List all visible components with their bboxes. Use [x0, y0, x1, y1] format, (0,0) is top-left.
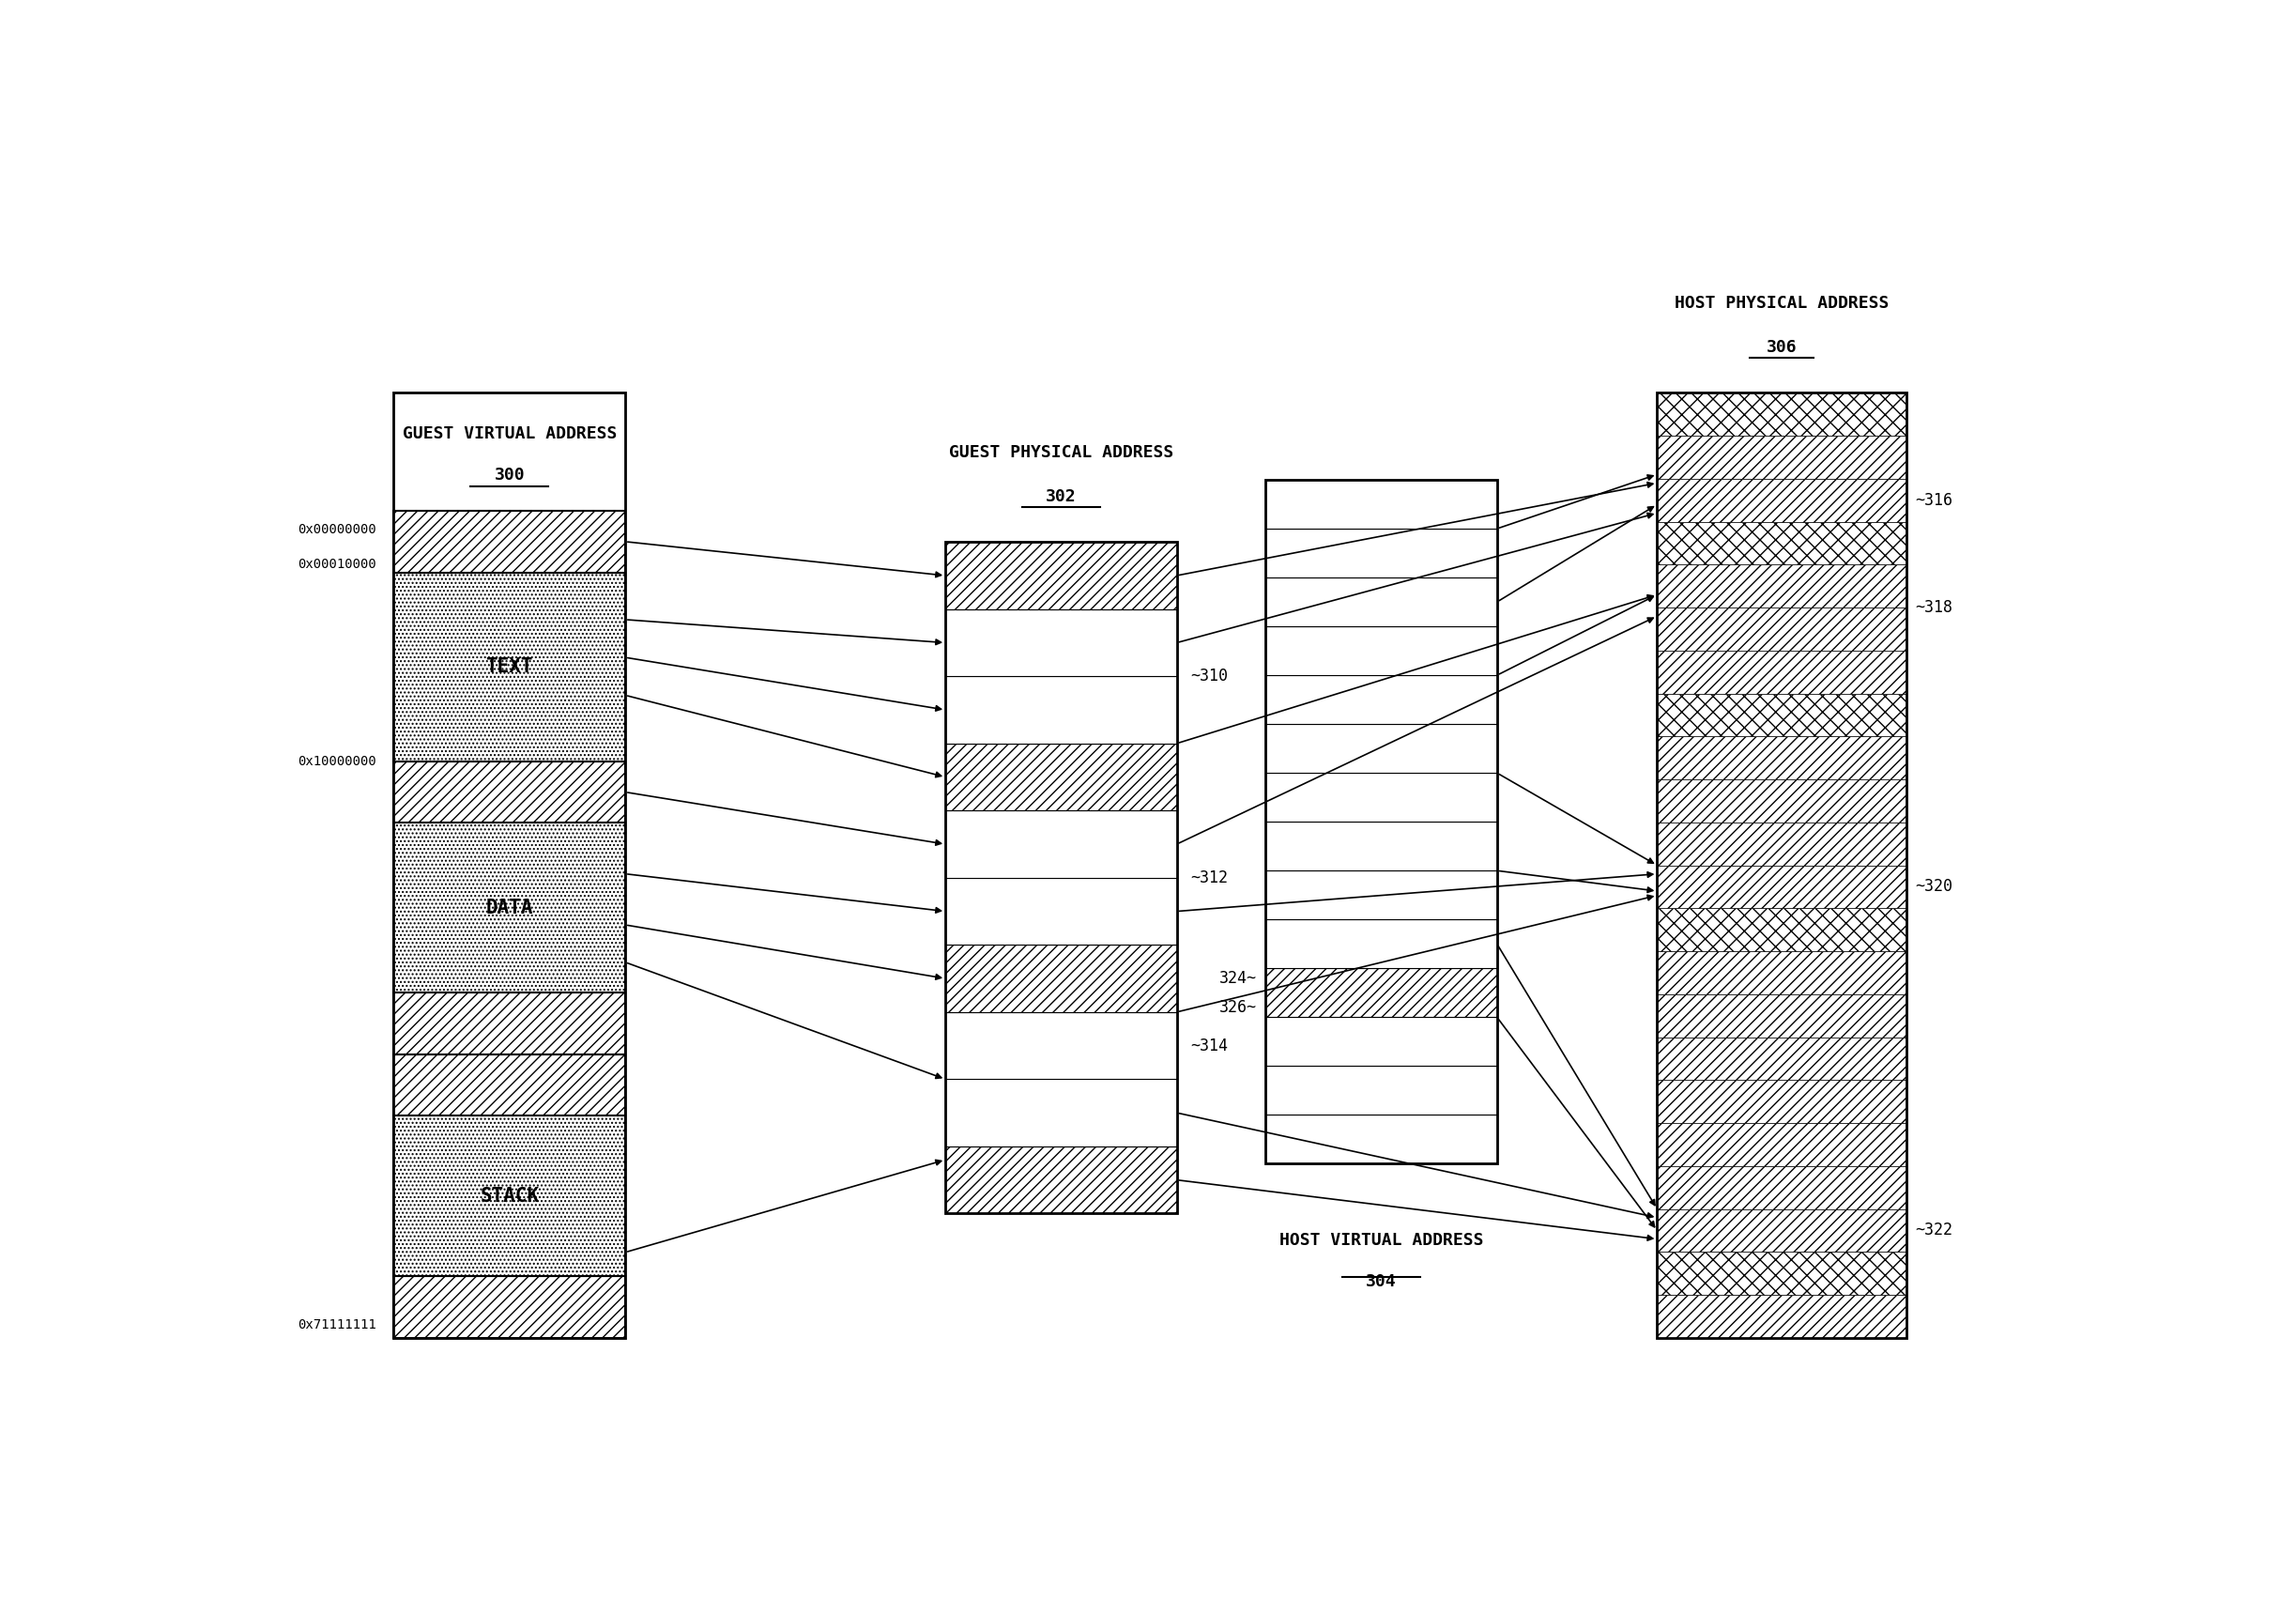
Bar [1265, 627, 1497, 675]
Bar [1265, 822, 1497, 870]
Bar [1658, 392, 1906, 436]
Text: GUEST VIRTUAL ADDRESS: GUEST VIRTUAL ADDRESS [402, 426, 618, 443]
Bar [395, 822, 625, 993]
Text: ~318: ~318 [1915, 599, 1952, 615]
Bar [1658, 736, 1906, 780]
Bar [1265, 724, 1497, 774]
Bar [395, 761, 625, 822]
Bar [946, 1013, 1178, 1079]
Text: 0x10000000: 0x10000000 [298, 754, 377, 767]
Bar [1658, 693, 1906, 736]
Bar [1658, 780, 1906, 822]
Text: ~310: ~310 [1192, 669, 1228, 685]
Text: 300: 300 [494, 467, 526, 483]
Bar [1265, 528, 1497, 578]
Text: 326~: 326~ [1219, 1000, 1256, 1016]
Text: ~322: ~322 [1915, 1223, 1952, 1239]
Text: DATA: DATA [487, 898, 533, 917]
Bar [946, 543, 1178, 609]
Bar [1658, 1080, 1906, 1122]
Text: TEXT: TEXT [487, 657, 533, 677]
Bar [395, 1276, 625, 1337]
Bar [1658, 651, 1906, 693]
Bar [1658, 951, 1906, 995]
Bar [1658, 607, 1906, 651]
Bar [395, 1055, 625, 1116]
Text: 0x00010000: 0x00010000 [298, 557, 377, 570]
Bar [1658, 1252, 1906, 1295]
Bar [1265, 1017, 1497, 1066]
Text: HOST PHYSICAL ADDRESS: HOST PHYSICAL ADDRESS [1674, 296, 1890, 312]
Bar [1265, 480, 1497, 1164]
Bar [946, 677, 1178, 743]
Bar [1658, 1166, 1906, 1210]
Bar [946, 811, 1178, 879]
Text: STACK: STACK [480, 1187, 540, 1205]
Bar [1265, 919, 1497, 969]
Bar [946, 1079, 1178, 1147]
Text: HOST VIRTUAL ADDRESS: HOST VIRTUAL ADDRESS [1279, 1232, 1483, 1248]
Bar [946, 543, 1178, 1213]
Text: 306: 306 [1766, 339, 1798, 355]
Bar [1658, 908, 1906, 951]
Bar [395, 1116, 625, 1276]
Text: ~314: ~314 [1192, 1037, 1228, 1055]
Bar [1265, 870, 1497, 919]
Bar [946, 609, 1178, 677]
Bar [1265, 480, 1497, 528]
Text: 0x00000000: 0x00000000 [298, 523, 377, 536]
Text: 0x71111111: 0x71111111 [298, 1318, 377, 1332]
Text: 304: 304 [1366, 1273, 1396, 1290]
Bar [1265, 774, 1497, 822]
Bar [1658, 822, 1906, 866]
Bar [946, 945, 1178, 1013]
Bar [1658, 995, 1906, 1037]
Bar [395, 510, 625, 572]
Text: ~312: ~312 [1192, 869, 1228, 887]
Bar [1265, 1114, 1497, 1164]
Bar [1265, 675, 1497, 724]
Bar [1658, 866, 1906, 908]
Bar [395, 572, 625, 761]
Text: GUEST PHYSICAL ADDRESS: GUEST PHYSICAL ADDRESS [948, 444, 1173, 462]
Bar [1265, 969, 1497, 1017]
Bar [1658, 1122, 1906, 1166]
Bar [1658, 1295, 1906, 1337]
Bar [946, 743, 1178, 811]
Bar [395, 993, 625, 1055]
Bar [395, 392, 625, 1337]
Text: ~316: ~316 [1915, 491, 1952, 509]
Bar [1658, 436, 1906, 478]
Bar [1265, 578, 1497, 627]
Text: 324~: 324~ [1219, 969, 1256, 987]
Bar [1658, 478, 1906, 522]
Bar [946, 1147, 1178, 1213]
Bar [1265, 1066, 1497, 1114]
Bar [1658, 1037, 1906, 1080]
Bar [1658, 565, 1906, 607]
Bar [946, 879, 1178, 945]
Bar [1658, 1210, 1906, 1252]
Text: 302: 302 [1045, 488, 1077, 504]
Bar [1658, 392, 1906, 1337]
Bar [1658, 522, 1906, 565]
Text: ~320: ~320 [1915, 879, 1952, 895]
